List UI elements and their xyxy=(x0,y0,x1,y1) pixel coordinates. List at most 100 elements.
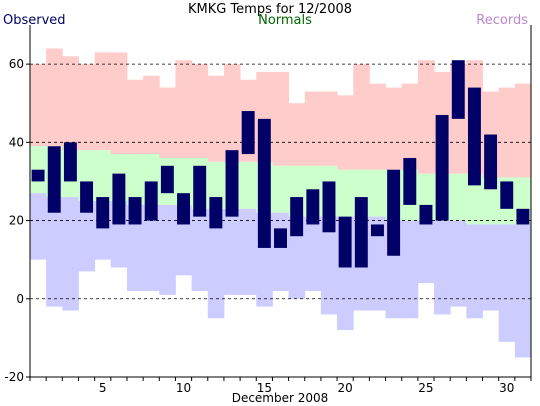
observed-bar xyxy=(241,111,255,155)
observed-bar xyxy=(209,197,223,229)
record-high-band xyxy=(175,60,193,158)
observed-bar xyxy=(193,165,207,217)
axes-layer: -20 0 20 40 60 5 10 15 20 25 30 xyxy=(4,25,532,395)
record-high-band xyxy=(369,83,386,170)
y-tick-label: 60 xyxy=(9,57,24,71)
x-tick-label: 10 xyxy=(176,381,191,395)
record-low-band xyxy=(78,201,96,272)
record-low-band xyxy=(401,220,419,319)
record-low-band xyxy=(514,224,532,358)
record-high-band xyxy=(320,91,338,166)
record-high-band xyxy=(143,75,160,155)
record-high-band xyxy=(288,103,306,166)
observed-bar xyxy=(290,197,304,237)
record-high-band xyxy=(223,64,241,162)
x-tick-label: 30 xyxy=(499,381,514,395)
y-tick-label: 0 xyxy=(16,292,24,306)
record-low-band xyxy=(207,208,225,319)
record-low-band xyxy=(320,216,338,315)
observed-bar xyxy=(403,157,417,205)
record-low-band xyxy=(498,224,516,342)
y-tick-label: 20 xyxy=(9,214,24,228)
observed-bar xyxy=(177,193,190,225)
record-high-band xyxy=(337,95,354,170)
record-high-band xyxy=(353,64,370,170)
record-high-band xyxy=(272,71,289,166)
record-high-band xyxy=(191,64,209,158)
record-high-band xyxy=(417,60,435,174)
record-high-band xyxy=(207,75,225,162)
record-high-band xyxy=(46,48,63,147)
observed-bar xyxy=(96,197,110,229)
record-high-band xyxy=(514,83,532,178)
observed-bar xyxy=(31,169,45,182)
observed-bar xyxy=(225,150,239,217)
observed-bar xyxy=(257,118,271,248)
legend-records: Records xyxy=(476,13,528,28)
record-low-band xyxy=(46,197,63,307)
record-high-band xyxy=(62,56,79,151)
x-tick-label: 15 xyxy=(257,381,272,395)
record-low-band xyxy=(369,216,386,311)
normal-band xyxy=(272,165,289,213)
observed-bar xyxy=(160,165,174,194)
observed-bar xyxy=(306,189,320,225)
record-low-band xyxy=(223,208,241,295)
record-low-band xyxy=(482,224,500,311)
observed-bar xyxy=(500,181,514,209)
record-high-band xyxy=(498,87,516,178)
observed-bar xyxy=(47,146,61,213)
observed-bar xyxy=(354,197,368,268)
observed-bar xyxy=(451,60,465,119)
record-high-band xyxy=(159,87,176,158)
record-high-band xyxy=(78,64,96,151)
record-low-band xyxy=(304,216,322,291)
normal-band xyxy=(450,173,467,221)
x-axis-label: December 2008 xyxy=(232,391,329,405)
record-low-band xyxy=(143,204,160,291)
record-low-band xyxy=(30,193,47,260)
x-tick-label: 20 xyxy=(338,381,353,395)
observed-bar xyxy=(516,208,530,225)
normal-band xyxy=(240,161,257,209)
observed-bar xyxy=(435,114,449,221)
observed-bar xyxy=(112,173,126,225)
normal-band xyxy=(466,173,483,225)
record-low-band xyxy=(126,204,144,291)
legend-normals: Normals xyxy=(258,13,312,28)
record-high-band xyxy=(126,79,144,155)
legend-observed: Observed xyxy=(3,13,66,28)
record-low-band xyxy=(191,208,209,291)
x-tick-label: 5 xyxy=(99,381,107,395)
chart-title: KMKG Temps for 12/2008 xyxy=(188,2,352,17)
y-tick-label: -20 xyxy=(4,370,24,384)
record-high-band xyxy=(30,64,47,147)
observed-bar xyxy=(371,224,384,237)
observed-bar xyxy=(274,228,287,248)
observed-bars-layer xyxy=(31,60,530,268)
observed-bar xyxy=(322,181,336,233)
record-low-band xyxy=(466,224,483,319)
record-low-band xyxy=(159,204,176,295)
record-low-band xyxy=(417,220,435,284)
record-high-band xyxy=(385,87,403,170)
record-low-band xyxy=(62,197,79,311)
observed-bar xyxy=(419,204,433,225)
normal-band xyxy=(94,150,112,201)
record-high-band xyxy=(110,52,128,155)
observed-bar xyxy=(144,181,158,221)
record-low-band xyxy=(450,220,467,307)
record-high-band xyxy=(304,91,322,166)
record-high-band xyxy=(94,52,112,151)
normal-band xyxy=(369,169,386,217)
observed-bar xyxy=(128,197,142,225)
normal-band xyxy=(126,154,144,205)
observed-bar xyxy=(338,216,352,268)
record-low-band xyxy=(240,208,257,295)
record-low-band xyxy=(434,220,451,315)
record-low-band xyxy=(288,216,306,299)
x-tick-label: 25 xyxy=(418,381,433,395)
observed-bar xyxy=(80,181,94,213)
y-tick-label: 40 xyxy=(9,135,24,149)
